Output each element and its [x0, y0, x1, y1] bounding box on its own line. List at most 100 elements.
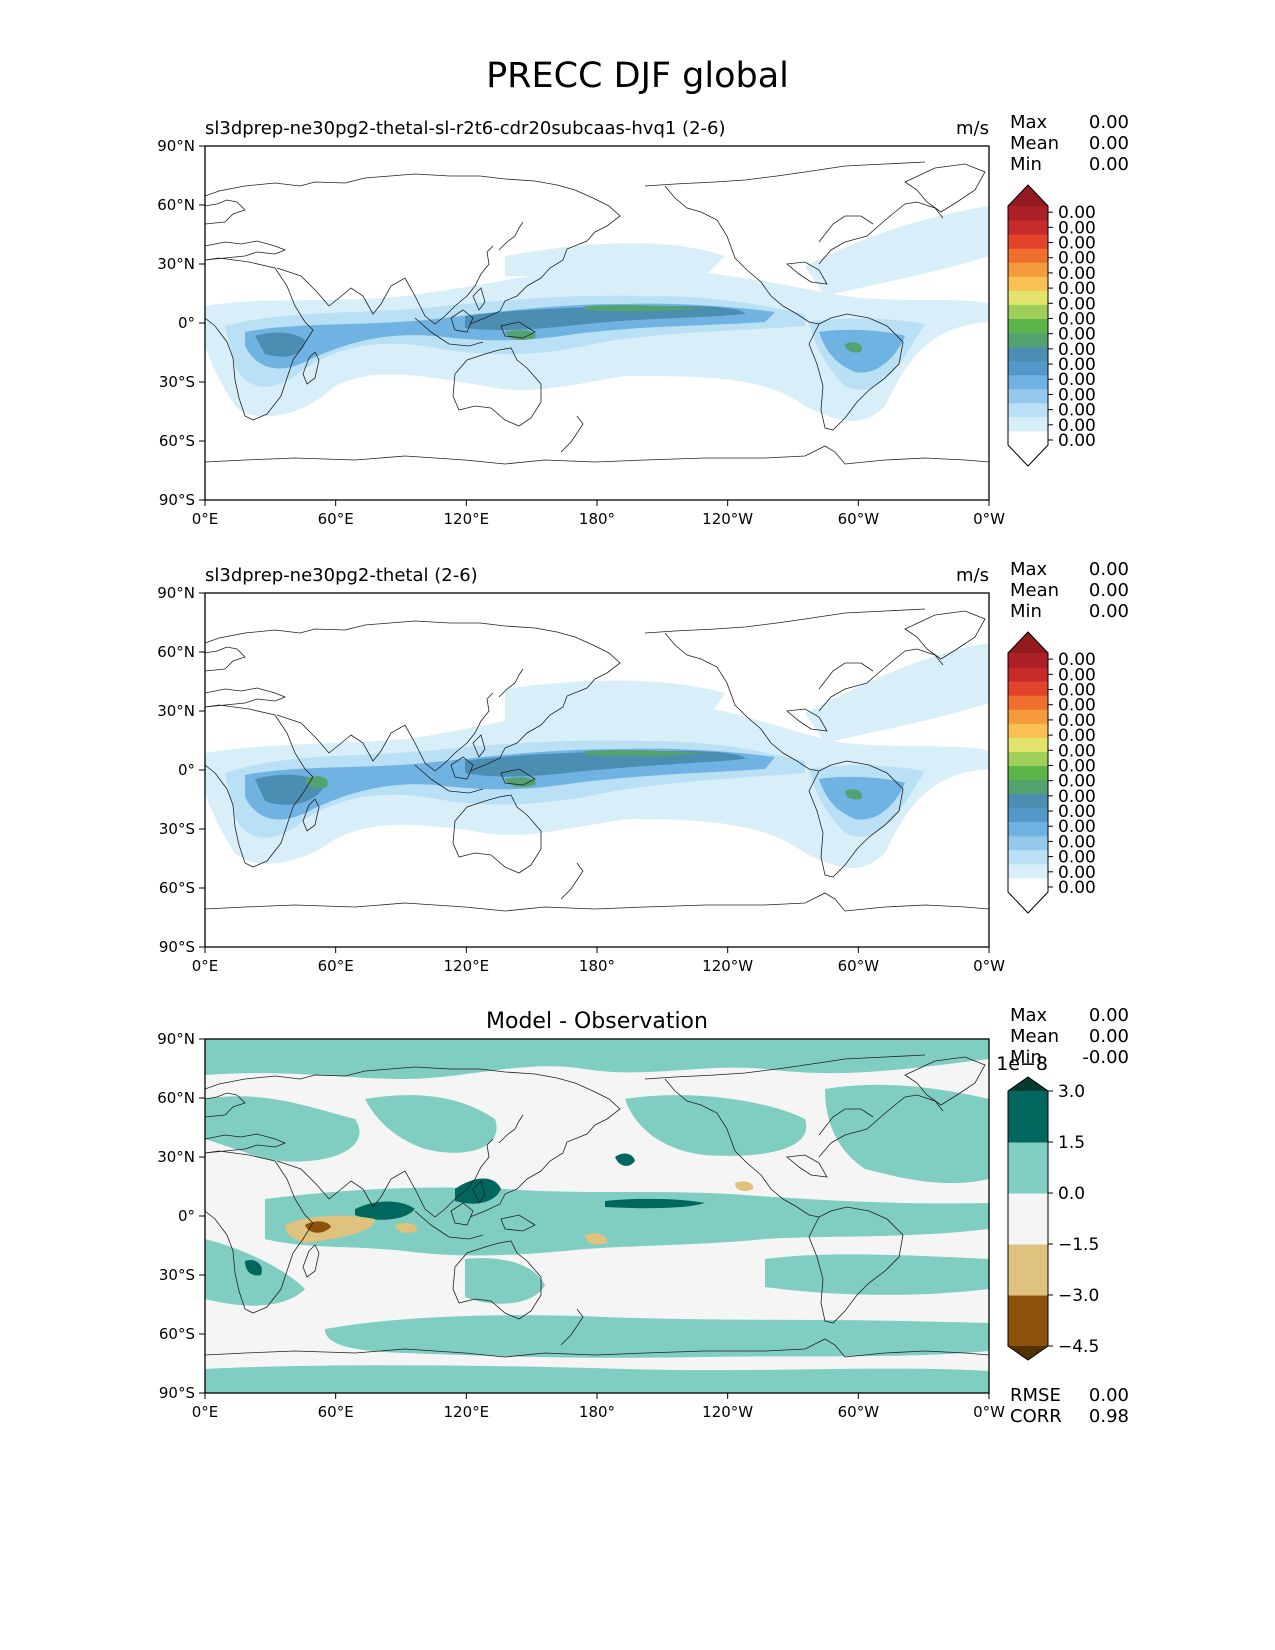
x-tick-label: 0°W [973, 957, 1005, 975]
colorbar-tick-label: 0.00 [1058, 726, 1096, 746]
x-tick-label: 180° [579, 957, 615, 975]
stat-value: 0.00 [1089, 1385, 1129, 1406]
stat-value: 0.00 [1089, 154, 1129, 175]
colorbar-swatch [1008, 835, 1048, 851]
colorbar-swatch [1008, 1193, 1048, 1245]
colorbar-tick-label: 0.00 [1058, 234, 1096, 254]
x-tick-label: 0°E [192, 1403, 219, 1421]
colorbar-tick-label: 1.5 [1058, 1133, 1085, 1153]
colorbar-tick-label: 0.00 [1058, 848, 1096, 868]
y-tick-label: 60°S [159, 432, 195, 450]
colorbar-tick-label: 0.00 [1058, 802, 1096, 822]
x-tick-label: 120°W [702, 957, 753, 975]
stat-label: Mean [1010, 133, 1059, 154]
y-tick-label: 0° [178, 1207, 195, 1225]
contour-fill-difference [205, 1039, 989, 1393]
stat-value: 0.00 [1089, 112, 1129, 133]
colorbar-tick-label: 0.00 [1058, 711, 1096, 731]
x-tick-label: 60°E [318, 957, 354, 975]
stat-label: Max [1010, 112, 1048, 133]
colorbar-swatch [1008, 248, 1048, 263]
colorbar-swatch [1008, 653, 1048, 668]
colorbar-tick-label: 0.0 [1058, 1184, 1085, 1204]
colorbar-tick-label: 0.00 [1058, 401, 1096, 421]
colorbar-swatch [1008, 388, 1048, 404]
colorbar-tick-label: 0.00 [1058, 772, 1096, 792]
stat-label: Min [1010, 154, 1042, 175]
colorbar-exponent: 1e−8 [996, 1053, 1048, 1075]
panel-title: sl3dprep-ne30pg2-thetal-sl-r2t6-cdr20sub… [205, 118, 726, 139]
y-tick-label: 90°S [159, 1384, 195, 1402]
panel-title: sl3dprep-ne30pg2-thetal (2-6) [205, 565, 478, 586]
colorbar-swatch [1008, 807, 1048, 823]
x-tick-label: 60°E [318, 510, 354, 528]
stat-value: 0.98 [1089, 1406, 1129, 1427]
colorbar-tick-label: 0.00 [1058, 340, 1096, 360]
panel-units: m/s [956, 118, 989, 139]
colorbar-swatch [1008, 430, 1048, 446]
y-tick-label: 30°S [159, 373, 195, 391]
colorbar-swatch [1008, 849, 1048, 865]
x-tick-label: 120°E [444, 510, 490, 528]
stat-value: 0.00 [1089, 1026, 1129, 1047]
x-tick-label: 120°E [444, 1403, 490, 1421]
y-tick-label: 30°N [157, 702, 195, 720]
colorbar-tick-label: 0.00 [1058, 741, 1096, 761]
colorbar-tick-label: 0.00 [1058, 863, 1096, 883]
y-tick-label: 60°N [157, 1089, 195, 1107]
stat-value: 0.00 [1089, 601, 1129, 622]
colorbar-swatch [1008, 374, 1048, 390]
y-tick-label: 60°S [159, 879, 195, 897]
y-tick-label: 60°N [157, 196, 195, 214]
colorbar-swatch [1008, 765, 1048, 781]
y-tick-label: 90°N [157, 137, 195, 155]
y-tick-label: 60°N [157, 643, 195, 661]
x-tick-label: 0°E [192, 957, 219, 975]
figure-title: PRECC DJF global [486, 56, 789, 96]
x-tick-label: 60°W [838, 957, 880, 975]
map-field-reference [205, 608, 989, 912]
colorbar-tick-label: 0.00 [1058, 218, 1096, 238]
stat-value: 0.00 [1089, 133, 1129, 154]
colorbar-tick-label: 0.00 [1058, 294, 1096, 314]
y-tick-label: 0° [178, 761, 195, 779]
map-panel-difference: 0°E 60°E 120°E 180° 120°W 60°W 0°W 90°N 60°N 30°N… [157, 1005, 1129, 1427]
colorbar-tick-label: −1.5 [1058, 1235, 1099, 1255]
colorbar-swatch [1008, 751, 1048, 766]
colorbar-extend-max [1008, 185, 1048, 206]
map-field-difference [205, 1039, 989, 1393]
panel-units: m/s [956, 565, 989, 586]
stat-label: RMSE [1010, 1385, 1061, 1406]
stat-value: 0.00 [1089, 580, 1129, 601]
colorbar-tick-label: 0.00 [1058, 878, 1096, 898]
colorbar-swatch [1008, 262, 1048, 277]
colorbar-outline [1007, 184, 1049, 467]
x-tick-label: 120°W [702, 1403, 753, 1421]
y-tick-label: 60°S [159, 1325, 195, 1343]
colorbar-tick-label: 0.00 [1058, 203, 1096, 223]
colorbar-swatch [1008, 360, 1048, 376]
colorbar-tick-label: 0.00 [1058, 355, 1096, 375]
colorbar-swatch [1008, 877, 1048, 893]
y-tick-label: 90°S [159, 491, 195, 509]
colorbar-tick-label: 0.00 [1058, 279, 1096, 299]
colorbar-swatch [1008, 821, 1048, 837]
y-tick-label: 30°S [159, 1266, 195, 1284]
y-tick-label: 30°N [157, 1148, 195, 1166]
x-tick-label: 60°W [838, 510, 880, 528]
colorbar-reference: 0.000.000.000.000.000.000.000.000.000.00… [1007, 631, 1096, 914]
contour-fill-reference [205, 643, 989, 868]
x-tick-label: 0°W [973, 510, 1005, 528]
colorbar-extend-max [1008, 632, 1048, 653]
colorbar-extend-min [1008, 445, 1048, 466]
colorbar-swatch [1008, 290, 1048, 305]
stat-value: 0.00 [1089, 559, 1129, 580]
colorbar-swatch [1008, 402, 1048, 418]
map-field-test [205, 161, 989, 465]
x-tick-label: 60°E [318, 1403, 354, 1421]
colorbar-tick-label: 0.00 [1058, 817, 1096, 837]
y-tick-label: 90°N [157, 584, 195, 602]
x-tick-label: 60°W [838, 1403, 880, 1421]
colorbar-extend-min [1008, 1346, 1048, 1360]
